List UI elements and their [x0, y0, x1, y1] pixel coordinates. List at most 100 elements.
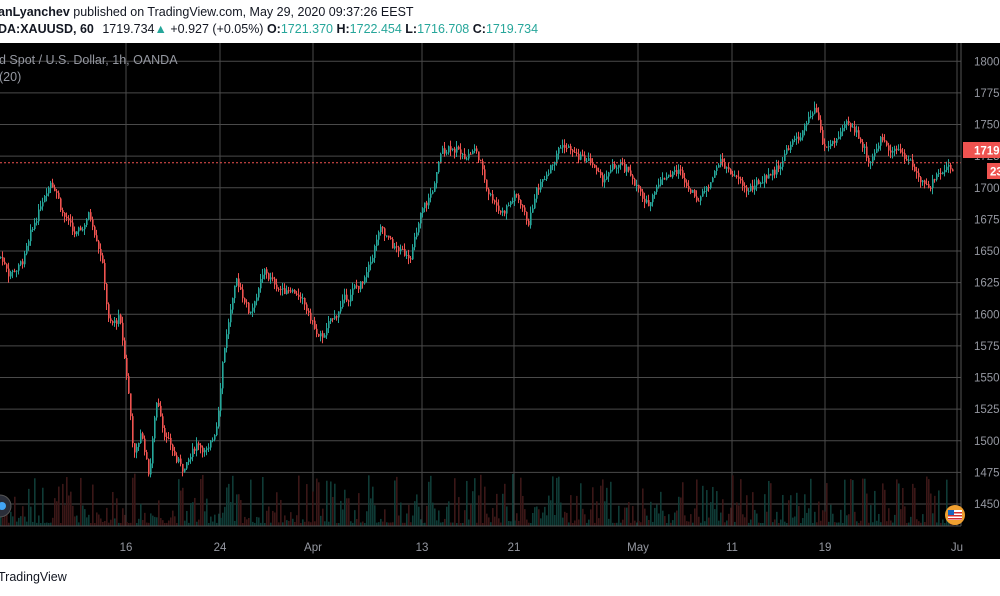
volume-bar — [422, 522, 424, 526]
volume-bar — [534, 507, 536, 526]
candle-body — [428, 197, 430, 206]
volume-bar — [770, 483, 772, 526]
volume-bar — [36, 522, 38, 526]
candle-body — [304, 298, 306, 305]
candle-body — [376, 239, 378, 246]
candle-body — [382, 226, 384, 229]
volume-bar — [148, 522, 150, 526]
volume-bar — [6, 514, 8, 526]
candle-body — [730, 169, 732, 175]
candle-body — [578, 153, 580, 160]
candle-body — [526, 211, 528, 221]
candle-body — [634, 178, 636, 186]
candle-body — [224, 347, 226, 363]
volume-bar — [402, 522, 404, 526]
candle-body — [930, 187, 932, 189]
volume-bar — [100, 518, 102, 526]
volume-bar — [730, 507, 732, 526]
volume-bar — [284, 515, 286, 526]
volume-bar — [558, 476, 560, 526]
candle-body — [658, 184, 660, 187]
candle-body — [666, 176, 668, 180]
price-chart[interactable]: 1800177517501725170016751650162516001575… — [0, 43, 1000, 559]
candle-body — [14, 270, 16, 272]
candle-body — [138, 443, 140, 447]
scroll-left-button[interactable] — [0, 494, 12, 518]
candle-body — [278, 288, 280, 290]
volume-bar — [624, 507, 626, 526]
volume-bar — [266, 510, 268, 526]
candle-body — [214, 435, 216, 440]
candle-body — [186, 462, 188, 469]
candle-body — [618, 164, 620, 168]
volume-bar — [576, 495, 578, 526]
volume-bar — [746, 495, 748, 526]
candle-body — [164, 428, 166, 437]
candle-body — [688, 186, 690, 190]
volume-bar — [570, 495, 572, 526]
volume-bar — [394, 480, 396, 526]
author-name[interactable]: anLyanchev — [0, 5, 70, 19]
candle-body — [612, 164, 614, 170]
candle-body — [758, 180, 760, 185]
volume-bar — [694, 508, 696, 526]
candle-body — [834, 140, 836, 143]
volume-bar — [490, 522, 492, 526]
candle-body — [728, 167, 730, 170]
candle-body — [16, 270, 18, 272]
y-tick-label: 1775 — [974, 88, 1000, 100]
candle-body — [552, 164, 554, 166]
volume-bar — [362, 521, 364, 526]
tradingview-brand[interactable]: TradingView — [0, 570, 67, 584]
volume-bar — [754, 509, 756, 526]
candle-body — [242, 289, 244, 299]
x-tick-label: 11 — [726, 542, 738, 554]
candle-body — [28, 241, 30, 246]
volume-bar — [112, 491, 114, 526]
volume-bar — [84, 509, 86, 526]
volume-bar — [458, 497, 460, 526]
candle-body — [734, 175, 736, 177]
candle-body — [366, 272, 368, 278]
x-tick-label: May — [627, 542, 649, 554]
candle-body — [580, 154, 582, 160]
volume-bar — [550, 500, 552, 526]
volume-bar — [586, 522, 588, 526]
volume-bar — [228, 483, 230, 526]
candle-body — [600, 171, 602, 176]
volume-bar — [190, 502, 192, 526]
volume-bar — [92, 484, 94, 526]
volume-bar — [316, 478, 318, 526]
candle-body — [146, 452, 148, 460]
candle-body — [230, 309, 232, 323]
candle-body — [708, 187, 710, 189]
volume-bar — [636, 522, 638, 526]
volume-bar — [410, 522, 412, 526]
chart-area[interactable]: 1800177517501725170016751650162516001575… — [0, 43, 1000, 559]
candle-body — [936, 174, 938, 180]
candle-body — [852, 126, 854, 128]
volume-bar — [292, 518, 294, 526]
volume-bar — [838, 522, 840, 526]
candle-body — [746, 187, 748, 192]
candle-body — [684, 177, 686, 183]
candle-body — [70, 220, 72, 223]
candle-body — [432, 191, 434, 194]
volume-bar — [138, 518, 140, 526]
volume-bar — [108, 522, 110, 526]
volume-bar — [180, 490, 182, 526]
candle-body — [674, 169, 676, 172]
volume-bar — [278, 522, 280, 526]
candle-body — [62, 210, 64, 213]
candle-body — [108, 304, 110, 319]
candle-body — [784, 153, 786, 162]
candle-body — [590, 158, 592, 164]
candle-body — [848, 121, 850, 124]
volume-bar — [818, 501, 820, 526]
y-tick-label: 1600 — [974, 309, 1000, 321]
candle-body — [494, 200, 496, 203]
candle-body — [778, 165, 780, 169]
volume-bar — [384, 509, 386, 526]
candle-body — [846, 121, 848, 125]
volume-bar — [466, 480, 468, 526]
